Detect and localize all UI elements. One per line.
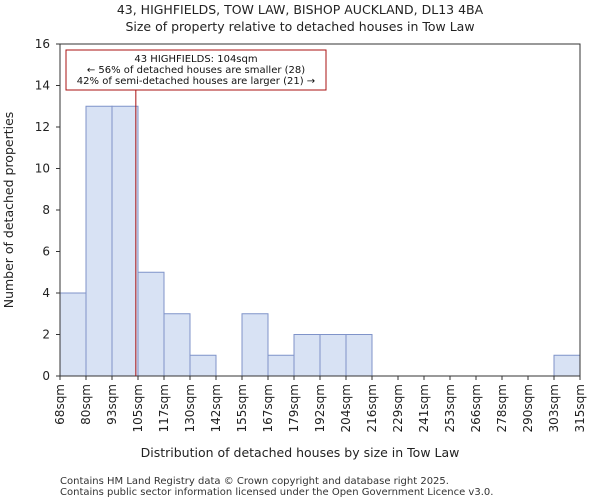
y-tick-label: 6 — [42, 245, 50, 259]
x-tick-label: 105sqm — [131, 384, 145, 432]
y-axis-label: Number of detached properties — [1, 112, 16, 309]
annotation-frame — [65, 49, 327, 91]
y-ticks-group: 0 2 4 6 8 10 12 14 16 — [35, 37, 60, 383]
x-tick-label: 290sqm — [521, 384, 535, 432]
x-tick-label: 93sqm — [105, 384, 119, 425]
chart-title-line1: 43, HIGHFIELDS, TOW LAW, BISHOP AUCKLAND… — [117, 2, 484, 17]
chart-title-line2: Size of property relative to detached ho… — [125, 19, 474, 34]
y-tick-label: 16 — [35, 37, 50, 51]
annotation-line1: 43 HIGHFIELDS: 104sqm — [134, 54, 257, 65]
bar-80sqm — [85, 105, 113, 377]
bar-68sqm — [59, 292, 87, 377]
bar-167sqm — [267, 354, 295, 377]
bar-117sqm — [163, 313, 191, 377]
y-tick-label: 8 — [42, 203, 50, 217]
y-tick-label: 4 — [42, 286, 50, 300]
y-tick-label: 10 — [35, 162, 50, 176]
bars-group — [59, 105, 581, 377]
x-tick-label: 229sqm — [391, 384, 405, 432]
x-ticks-group: 68sqm 80sqm 93sqm 105sqm 117sqm 130sqm 142sqm 1… — [53, 376, 587, 432]
annotation-box: 43 HIGHFIELDS: 104sqm ← 56% of detached … — [65, 49, 327, 91]
x-tick-label: 80sqm — [79, 384, 93, 425]
bar-179sqm — [293, 334, 321, 377]
bar-155sqm — [241, 313, 269, 377]
x-tick-label: 253sqm — [443, 384, 457, 432]
bar-303sqm — [553, 354, 581, 377]
x-tick-label: 266sqm — [469, 384, 483, 432]
bar-204sqm — [345, 334, 373, 377]
y-tick-label: 2 — [42, 328, 50, 342]
bar-130sqm — [189, 354, 217, 377]
annotation-line2: ← 56% of detached houses are smaller (28… — [87, 65, 305, 76]
x-tick-label: 303sqm — [547, 384, 561, 432]
bar-105sqm — [137, 271, 165, 377]
x-tick-label: 315sqm — [573, 384, 587, 432]
x-tick-label: 216sqm — [365, 384, 379, 432]
annotation-line3: 42% of semi-detached houses are larger (… — [77, 76, 315, 87]
x-tick-label: 142sqm — [209, 384, 223, 432]
x-tick-label: 167sqm — [261, 384, 275, 432]
x-tick-label: 179sqm — [287, 384, 301, 432]
y-tick-label: 12 — [35, 120, 50, 134]
y-tick-label: 14 — [35, 79, 50, 93]
plot-frame — [59, 43, 581, 377]
bar-192sqm — [319, 334, 347, 377]
x-tick-label: 204sqm — [339, 384, 353, 432]
x-tick-label: 68sqm — [53, 384, 67, 425]
footer-line2: Contains public sector information licen… — [60, 487, 493, 498]
x-tick-label: 155sqm — [235, 384, 249, 432]
x-tick-label: 241sqm — [417, 384, 431, 432]
x-tick-label: 117sqm — [157, 384, 171, 432]
x-tick-label: 192sqm — [313, 384, 327, 432]
footer-line1: Contains HM Land Registry data © Crown c… — [60, 476, 449, 487]
x-tick-label: 278sqm — [495, 384, 509, 432]
x-tick-label: 130sqm — [183, 384, 197, 432]
x-axis-label: Distribution of detached houses by size … — [141, 445, 460, 460]
y-tick-label: 0 — [42, 369, 50, 383]
bar-93sqm — [111, 105, 139, 377]
